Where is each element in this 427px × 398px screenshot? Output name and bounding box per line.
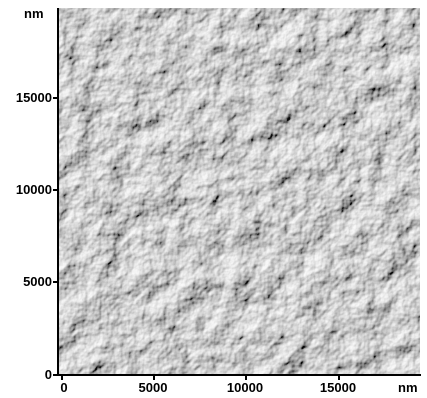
y-tick-label: 15000 <box>15 90 52 105</box>
x-axis-unit: nm <box>398 380 418 395</box>
x-tick-label: 15000 <box>319 380 357 395</box>
x-tick-label: 0 <box>60 380 68 395</box>
x-tick-mark <box>338 375 340 380</box>
x-tick-label: 5000 <box>138 380 168 395</box>
x-tick-mark <box>245 375 247 380</box>
y-tick-label: 0 <box>44 367 52 382</box>
y-tick-mark <box>53 97 58 99</box>
y-tick-mark <box>53 374 58 376</box>
afm-surface-image <box>58 8 420 374</box>
y-tick-mark <box>53 189 58 191</box>
x-tick-label: 10000 <box>226 380 264 395</box>
x-axis-line <box>57 374 421 376</box>
y-axis-unit: nm <box>24 6 44 21</box>
x-tick-mark <box>153 375 155 380</box>
y-tick-label: 5000 <box>23 274 52 289</box>
y-axis-line <box>57 8 59 375</box>
y-tick-label: 10000 <box>15 182 52 197</box>
y-tick-mark <box>53 281 58 283</box>
surface-texture <box>58 8 420 374</box>
x-tick-mark <box>61 375 63 380</box>
